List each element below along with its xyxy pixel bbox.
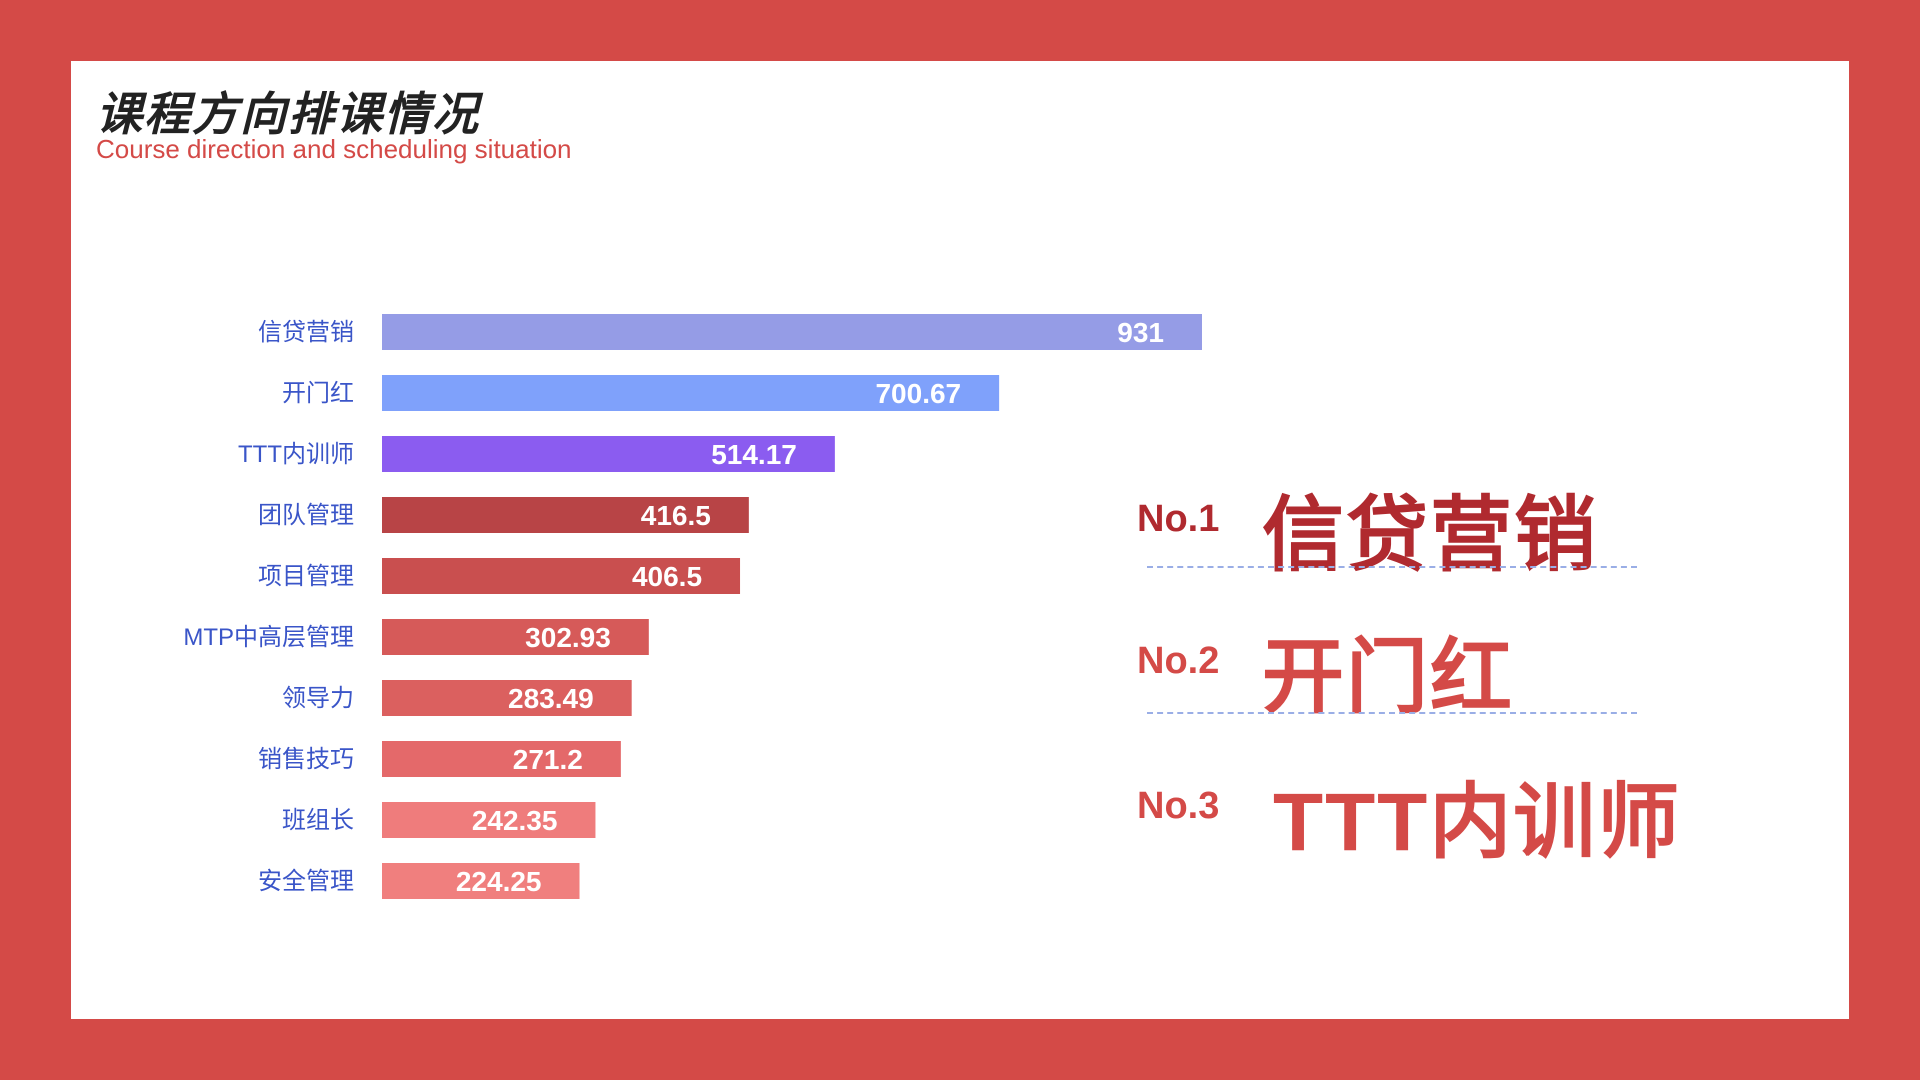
category-label: 开门红 xyxy=(282,380,354,407)
category-label: 领导力 xyxy=(282,685,354,712)
rank-2-number: No.2 xyxy=(1137,640,1219,683)
bar-value-label: 700.67 xyxy=(875,378,961,409)
category-label: 信贷营销 xyxy=(258,319,354,346)
bar xyxy=(382,680,632,716)
category-label: TTT内训师 xyxy=(238,441,354,468)
rank-3-number: No.3 xyxy=(1137,785,1219,828)
bar-value-label: 416.5 xyxy=(641,500,711,531)
bar xyxy=(382,741,621,777)
bar-value-label: 302.93 xyxy=(525,622,611,653)
bar xyxy=(382,314,1202,350)
category-label: 团队管理 xyxy=(258,502,354,529)
category-label: 项目管理 xyxy=(258,563,354,590)
rank-1-number: No.1 xyxy=(1137,498,1219,541)
chart-subtitle: Course direction and scheduling situatio… xyxy=(96,134,572,165)
bar-value-label: 406.5 xyxy=(632,561,702,592)
category-label: 安全管理 xyxy=(258,868,354,895)
rank-divider xyxy=(1147,566,1637,568)
category-label: MTP中高层管理 xyxy=(183,624,354,651)
category-label: 销售技巧 xyxy=(258,746,354,773)
rank-3-name: TTT内训师 xyxy=(1273,755,1681,874)
category-label: 班组长 xyxy=(282,807,354,834)
bar-value-label: 271.2 xyxy=(513,744,583,775)
bar-chart-svg: 信贷营销 931 开门红 700.67 TTT内训师 514.17 团队管理 416.5 项目管… xyxy=(96,260,1246,940)
bar-value-label: 242.35 xyxy=(472,805,558,836)
rank-divider xyxy=(1147,712,1637,714)
bar-value-label: 283.49 xyxy=(508,683,594,714)
bar-value-label: 931 xyxy=(1117,317,1164,348)
bar-value-label: 514.17 xyxy=(711,439,797,470)
bar-chart: 信贷营销 931 开门红 700.67 TTT内训师 514.17 团队管理 416.5 项目管… xyxy=(96,260,1246,940)
rank-1-name: 信贷营销 xyxy=(1262,468,1598,587)
bar-value-label: 224.25 xyxy=(456,866,542,897)
